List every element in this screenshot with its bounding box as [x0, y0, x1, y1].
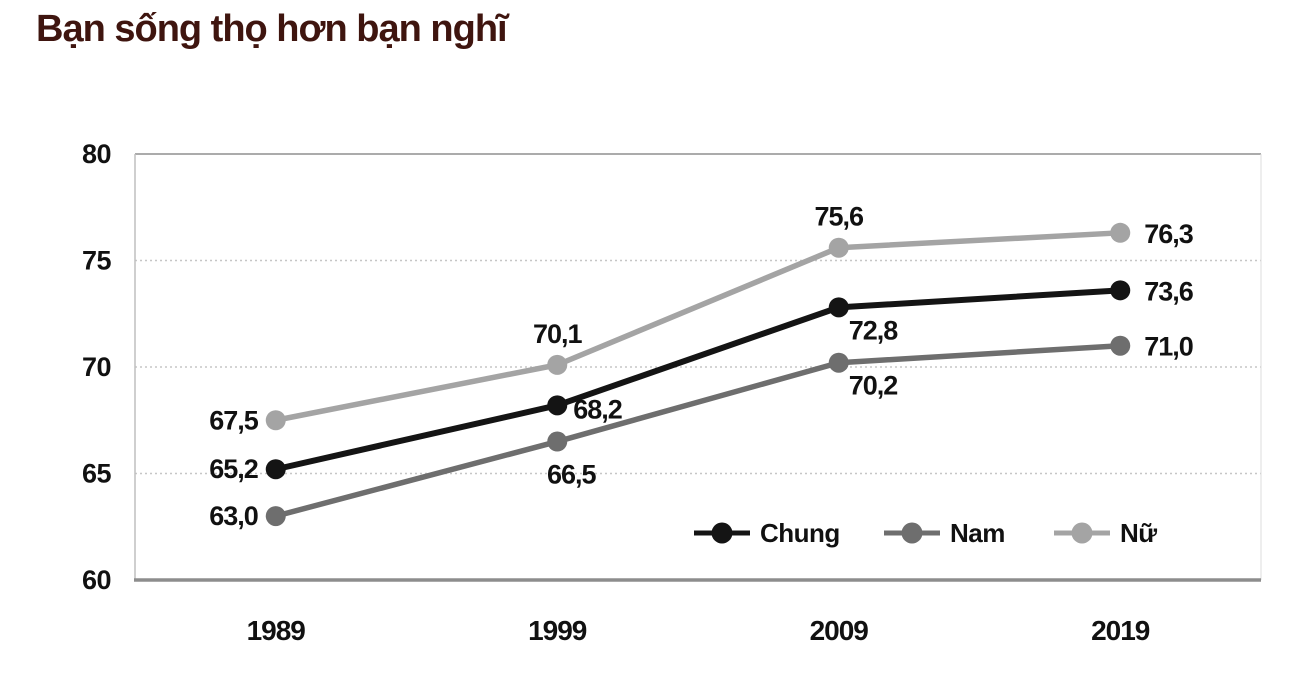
data-point-nam [1110, 335, 1131, 356]
data-label-nam: 70,2 [849, 371, 898, 401]
data-point-nam [265, 506, 286, 527]
data-point-nam [547, 431, 568, 452]
data-point-chung [1110, 280, 1131, 301]
data-point-nữ [828, 237, 849, 258]
y-tick-label: 80 [82, 139, 111, 169]
data-label-nam: 71,0 [1144, 332, 1193, 362]
data-point-chung [828, 297, 849, 318]
data-point-nam [828, 352, 849, 373]
legend-label-chung: Chung [760, 518, 840, 548]
x-tick-label: 2019 [1091, 615, 1150, 646]
data-point-chung [547, 395, 568, 416]
chart-title: Bạn sống thọ hơn bạn nghĩ [36, 8, 508, 50]
data-label-nam: 63,0 [209, 501, 258, 531]
legend-marker-nữ [1071, 522, 1093, 544]
data-label-chung: 72,8 [849, 315, 899, 345]
y-tick-label: 60 [82, 565, 111, 595]
legend-label-nam: Nam [950, 518, 1005, 548]
y-tick-label: 70 [82, 352, 111, 382]
x-tick-label: 2009 [810, 615, 869, 646]
legend-marker-chung [711, 522, 733, 544]
series-line-chung [272, 287, 1124, 473]
data-point-nữ [547, 354, 568, 375]
data-point-nữ [265, 410, 286, 431]
data-label-chung: 68,2 [573, 394, 622, 424]
series-line-nam [273, 342, 1123, 519]
data-point-nữ [1110, 222, 1131, 243]
data-label-chung: 65,2 [209, 454, 258, 484]
data-label-nam: 66,5 [547, 460, 597, 490]
data-label-nữ: 67,5 [209, 405, 259, 435]
y-tick-label: 65 [82, 459, 112, 489]
legend-marker-nam [901, 522, 923, 544]
data-label-chung: 73,6 [1144, 276, 1194, 306]
data-label-nữ: 76,3 [1144, 219, 1194, 249]
data-label-nữ: 70,1 [533, 319, 583, 349]
x-tick-label: 1989 [247, 615, 306, 646]
x-tick-label: 1999 [528, 615, 587, 646]
legend-label-nữ: Nữ [1120, 518, 1157, 548]
data-label-nữ: 75,6 [814, 202, 864, 232]
data-point-chung [265, 459, 286, 480]
y-tick-label: 75 [82, 246, 112, 276]
series-line-nữ [273, 230, 1123, 423]
